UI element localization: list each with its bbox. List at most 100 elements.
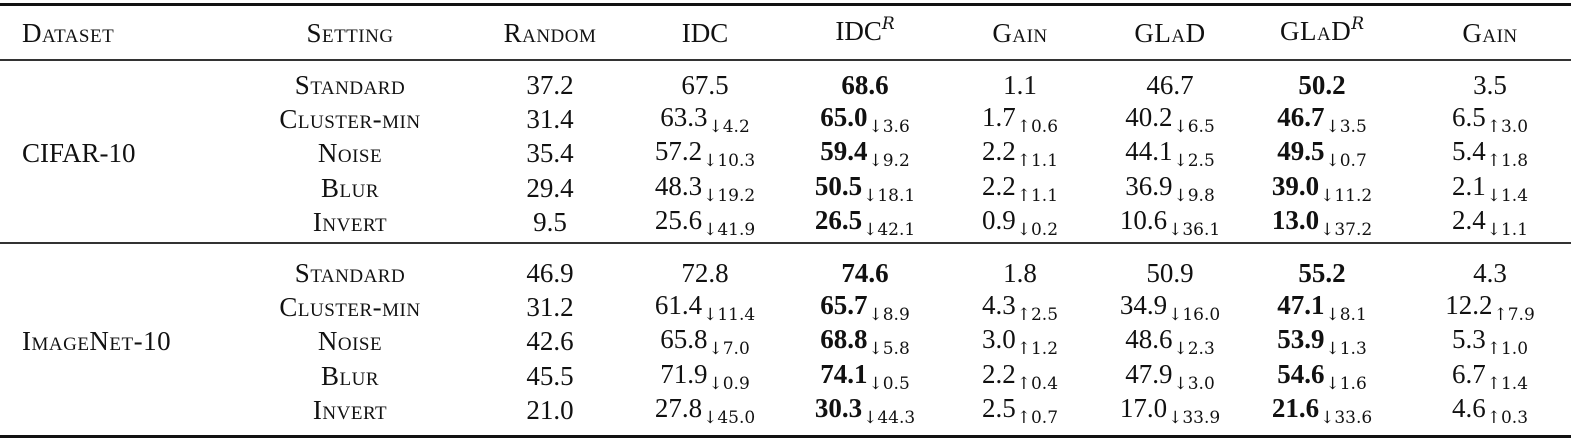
gain2-cell: 6.5↑3.0 xyxy=(1451,102,1528,137)
gladr-cell: 21.6↓33.6 xyxy=(1272,393,1372,428)
column-header: Setting xyxy=(306,18,393,48)
random-value: 9.5 xyxy=(533,207,567,237)
gladr-delta: ↓37.2 xyxy=(1320,220,1373,240)
gain2-cell: 12.2↑7.9 xyxy=(1445,290,1535,325)
glad-delta: ↓2.3 xyxy=(1173,339,1215,359)
gain2-value: 3.5 xyxy=(1473,70,1507,100)
column-header-superscript: R xyxy=(881,14,895,34)
glad-value: 36.9 xyxy=(1125,171,1173,201)
setting-cell: Invert xyxy=(313,207,387,237)
gain1-value: 2.5 xyxy=(981,393,1016,423)
gladr-value: 55.2 xyxy=(1298,258,1346,288)
dataset-label: CIFAR-10 xyxy=(22,138,136,168)
idc-cell: 71.9↓0.9 xyxy=(660,359,750,394)
idc-delta: ↓19.2 xyxy=(703,186,756,206)
gladr-value: 49.5 xyxy=(1277,136,1325,166)
idc-value: 57.2 xyxy=(654,136,703,166)
idc-cell: 27.8↓45.0 xyxy=(655,393,756,428)
idc-delta: ↓41.9 xyxy=(703,220,756,240)
random-value: 37.2 xyxy=(526,70,574,100)
gain1-cell: 0.9↓0.2 xyxy=(981,205,1059,240)
idc-cell: 63.3↓4.2 xyxy=(660,102,750,137)
gain1-value: 0.9 xyxy=(981,205,1016,235)
column-header-label: Gain xyxy=(992,18,1048,48)
glad-cell: 36.9↓9.8 xyxy=(1125,171,1215,206)
glad-cell: 47.9↓3.0 xyxy=(1125,359,1215,394)
random-value: 31.4 xyxy=(526,104,574,134)
gain1-delta: ↑0.6 xyxy=(1016,117,1059,137)
idcr-cell: 68.6 xyxy=(841,70,888,100)
glad-delta: ↓16.0 xyxy=(1168,305,1221,325)
gain1-value: 1.1 xyxy=(1003,70,1037,100)
setting-cell: Invert xyxy=(313,395,387,425)
idcr-cell: 30.3↓44.3 xyxy=(814,393,915,428)
random-cell: 35.4 xyxy=(526,138,573,168)
gladr-value: 53.9 xyxy=(1277,324,1325,354)
idc-cell: 48.3↓19.2 xyxy=(654,171,756,206)
gain1-delta: ↓0.2 xyxy=(1016,220,1059,240)
idc-value: 48.3 xyxy=(654,171,703,201)
random-value: 21.0 xyxy=(526,395,574,425)
gain1-delta: ↑0.7 xyxy=(1016,408,1059,428)
idc-cell: 25.6↓41.9 xyxy=(655,205,756,240)
idc-cell: 72.8 xyxy=(681,258,728,288)
glad-delta: ↓33.9 xyxy=(1168,408,1221,428)
gain1-cell: 4.3↑2.5 xyxy=(982,290,1058,325)
setting-cell: Noise xyxy=(318,326,382,356)
gain1-cell: 2.2↑0.4 xyxy=(982,359,1058,394)
glad-value: 46.7 xyxy=(1146,70,1194,100)
gladr-delta: ↓8.1 xyxy=(1325,305,1367,325)
idc-delta: ↓11.4 xyxy=(703,305,756,325)
setting-cell: Blur xyxy=(321,361,379,391)
gladr-cell: 55.2 xyxy=(1298,258,1345,288)
column-header: Gain xyxy=(1462,18,1517,48)
column-header-label: GLaD xyxy=(1134,18,1206,48)
idcr-delta: ↓18.1 xyxy=(863,186,916,206)
gladr-delta: ↓3.5 xyxy=(1325,117,1367,137)
random-cell: 46.9 xyxy=(526,258,573,288)
gladr-value: 47.1 xyxy=(1277,290,1325,320)
gain2-cell: 3.5 xyxy=(1473,70,1507,100)
idcr-delta: ↓3.6 xyxy=(868,117,910,137)
random-cell: 31.2 xyxy=(526,292,573,322)
gladr-cell: 54.6↓1.6 xyxy=(1277,359,1367,394)
idc-delta: ↓45.0 xyxy=(703,408,756,428)
gladr-cell: 50.2 xyxy=(1298,70,1345,100)
idcr-cell: 65.7↓8.9 xyxy=(820,290,910,325)
setting-cell: Blur xyxy=(321,173,379,203)
bottom-rule xyxy=(0,435,1571,438)
gladr-value: 13.0 xyxy=(1271,205,1320,235)
gain1-cell: 1.1 xyxy=(1003,70,1037,100)
random-cell: 37.2 xyxy=(526,70,573,100)
gladr-cell: 49.5↓0.7 xyxy=(1277,136,1367,171)
glad-delta: ↓36.1 xyxy=(1168,220,1221,240)
gain1-cell: 1.7↑0.6 xyxy=(982,102,1059,137)
gain2-value: 6.5 xyxy=(1451,102,1486,132)
gain1-delta: ↑1.1 xyxy=(1016,186,1059,206)
glad-delta: ↓2.5 xyxy=(1173,151,1215,171)
glad-cell: 10.6↓36.1 xyxy=(1120,205,1221,240)
top-rule xyxy=(0,3,1571,6)
random-value: 29.4 xyxy=(526,173,574,203)
gain2-value: 5.4 xyxy=(1451,136,1486,166)
gladr-value: 39.0 xyxy=(1271,171,1320,201)
gain1-delta: ↑1.1 xyxy=(1016,151,1059,171)
gladr-cell: 53.9↓1.3 xyxy=(1277,324,1367,359)
gain1-value: 2.2 xyxy=(981,136,1016,166)
random-cell: 29.4 xyxy=(526,173,573,203)
random-cell: 31.4 xyxy=(526,104,573,134)
idcr-value: 65.0 xyxy=(820,102,868,132)
idc-cell: 61.4↓11.4 xyxy=(655,290,756,325)
gain1-value: 2.2 xyxy=(981,171,1016,201)
gladr-cell: 13.0↓37.2 xyxy=(1271,205,1373,240)
gain2-value: 4.3 xyxy=(1473,258,1507,288)
setting-name: Invert xyxy=(312,207,388,237)
idcr-value: 30.3 xyxy=(814,393,863,423)
idcr-cell: 74.1↓0.5 xyxy=(820,359,910,394)
glad-value: 50.9 xyxy=(1146,258,1194,288)
gain2-value: 12.2 xyxy=(1445,290,1493,320)
gain1-value: 1.8 xyxy=(1003,258,1037,288)
setting-cell: Noise xyxy=(318,138,382,168)
gain2-cell: 5.4↑1.8 xyxy=(1451,136,1528,171)
idcr-value: 26.5 xyxy=(814,205,863,235)
